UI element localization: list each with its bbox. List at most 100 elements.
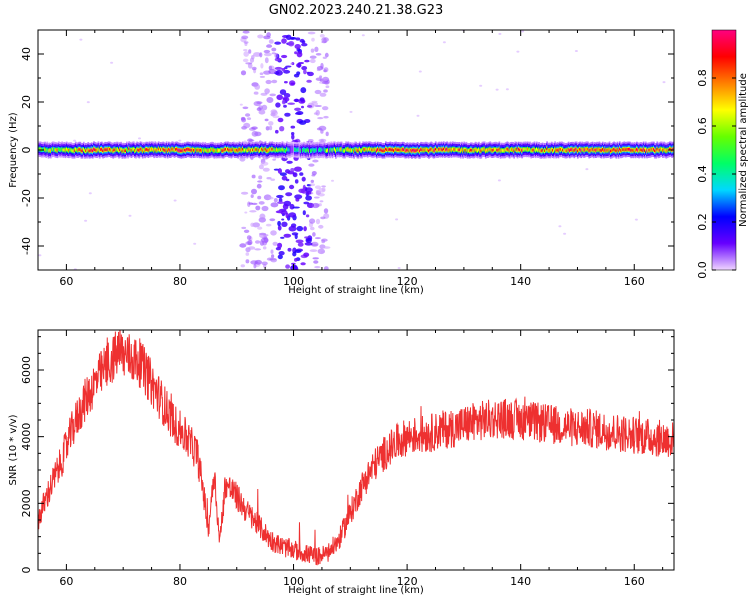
spectrogram-band-cell [177, 148, 179, 152]
spectrogram-band-cell [304, 149, 307, 152]
spectrogram-band-cell [381, 149, 384, 153]
spectrogram-scatter-cell [242, 30, 250, 34]
spectrogram-band-cell [364, 148, 367, 151]
spectrogram-scatter-cell [253, 91, 259, 95]
spectrogram-xtick-label: 100 [283, 275, 304, 288]
spectrogram-scatter-cell [268, 39, 274, 44]
spectrogram-scatter-cell [260, 161, 269, 166]
spectrogram-scatter-cell [311, 37, 315, 42]
spectrogram-scatter-cell [271, 254, 275, 259]
spectrogram-scatter-cell [265, 79, 272, 85]
spectrogram-band-cell [456, 148, 459, 151]
spectrogram-band-cell [573, 149, 576, 152]
spectrogram-band-cell [452, 147, 454, 151]
spectrogram-band-cell [390, 148, 393, 152]
spectrogram-band-cell [271, 147, 274, 151]
spectrogram-scatter-cell [309, 55, 317, 59]
spectrogram-band-cell [114, 148, 117, 152]
spectrogram-band-cell [642, 147, 645, 151]
spectrogram-band-cell [285, 149, 287, 153]
spectrogram-band-cell [549, 149, 552, 152]
spectrogram-band-cell [107, 147, 110, 151]
spectrogram-band-cell [608, 147, 611, 151]
spectrogram-scatter-cell [291, 232, 299, 236]
spectrogram-band-cell [56, 149, 59, 152]
spectrogram-scatter-cell [243, 122, 251, 129]
spectrogram-band-cell [503, 149, 505, 152]
spectrogram-band-cell [508, 149, 511, 153]
spectrogram-band-cell [61, 147, 64, 151]
spectrogram-scatter-cell [306, 105, 313, 108]
spectrogram-scatter-cell [268, 65, 273, 71]
spectrogram-band-cell [196, 148, 199, 152]
spectrogram-band-cell [437, 148, 439, 152]
spectrogram-band-cell [436, 148, 438, 152]
spectrogram-band-cell [362, 147, 364, 151]
spectrogram-scatter-cell [295, 239, 304, 244]
spectrogram-scatter-cell [301, 66, 308, 71]
spectrogram-scatter-cell [563, 232, 567, 235]
spectrogram-scatter-cell [325, 131, 329, 137]
spectrogram-band-cell [94, 148, 96, 151]
spectrogram-band-cell [116, 148, 119, 151]
spectrogram-scatter-cell [314, 46, 319, 52]
spectrogram-band-cell [221, 149, 224, 152]
spectrogram-band-cell [55, 148, 58, 152]
spectrogram-band-cell [500, 149, 503, 152]
spectrogram-band-cell [214, 149, 217, 152]
spectrogram-band-cell [628, 148, 630, 151]
spectrogram-scatter-cell [308, 163, 315, 167]
spectrogram-band-cell [611, 149, 613, 152]
spectrogram-band-cell [257, 148, 260, 152]
spectrogram-band-cell [80, 149, 83, 153]
spectrogram-scatter-cell [281, 99, 286, 105]
spectrogram-band-cell [592, 149, 595, 152]
spectrogram-band-cell [672, 148, 674, 151]
spectrogram-band-cell [620, 149, 622, 152]
spectrogram-band-cell [640, 148, 643, 152]
spectrogram-scatter-cell [289, 184, 295, 190]
spectrogram-band-cell [614, 148, 617, 152]
spectrogram-scatter-cell [253, 263, 257, 269]
spectrogram-band-cell [327, 149, 329, 152]
spectrogram-band-cell [531, 148, 534, 152]
spectrogram-band-cell [227, 147, 229, 151]
spectrogram-scatter-cell [268, 121, 274, 126]
spectrogram-band-cell [477, 149, 479, 152]
spectrogram-band-cell [134, 149, 136, 152]
spectrogram-scatter-cell [294, 266, 299, 270]
spectrogram-band-cell [67, 148, 69, 152]
spectrogram-band-cell [155, 148, 158, 152]
spectrogram-band-cell [315, 148, 318, 152]
spectrogram-scatter-cell [251, 126, 258, 130]
spectrogram-scatter-cell [73, 139, 77, 142]
spectrogram-band-cell [213, 149, 216, 153]
spectrogram-band-cell [254, 148, 257, 151]
spectrogram-scatter-cell [558, 225, 562, 228]
spectrogram-band-cell [474, 148, 477, 151]
spectrogram-scatter-cell [240, 70, 247, 76]
spectrogram-scatter-cell [309, 249, 318, 253]
spectrogram-band-cell [562, 148, 564, 152]
spectrogram-band-cell [330, 147, 333, 151]
spectrogram-scatter-cell [301, 40, 306, 44]
spectrogram-band-cell [533, 147, 536, 151]
spectrogram-band-cell [252, 148, 254, 152]
spectrogram-band-cell [215, 149, 218, 153]
spectrogram-band-cell [44, 148, 46, 151]
spectrogram-band-cell [558, 147, 561, 151]
spectrogram-band-cell [348, 148, 351, 152]
spectrogram-band-cell [613, 148, 615, 151]
spectrogram-scatter-cell [634, 218, 638, 221]
spectrogram-band-cell [226, 148, 228, 151]
spectrogram-band-cell [469, 149, 471, 153]
spectrogram-band-cell [492, 148, 495, 152]
spectrogram-scatter-cell [259, 75, 265, 78]
spectrogram-band-cell [332, 147, 335, 151]
spectrogram-band-cell [68, 149, 70, 152]
spectrogram-band-cell [394, 148, 396, 151]
spectrogram-scatter-cell [255, 205, 261, 211]
spectrogram-scatter-cell [262, 240, 268, 246]
spectrogram-band-cell [195, 148, 198, 151]
spectrogram-band-cell [604, 148, 606, 152]
